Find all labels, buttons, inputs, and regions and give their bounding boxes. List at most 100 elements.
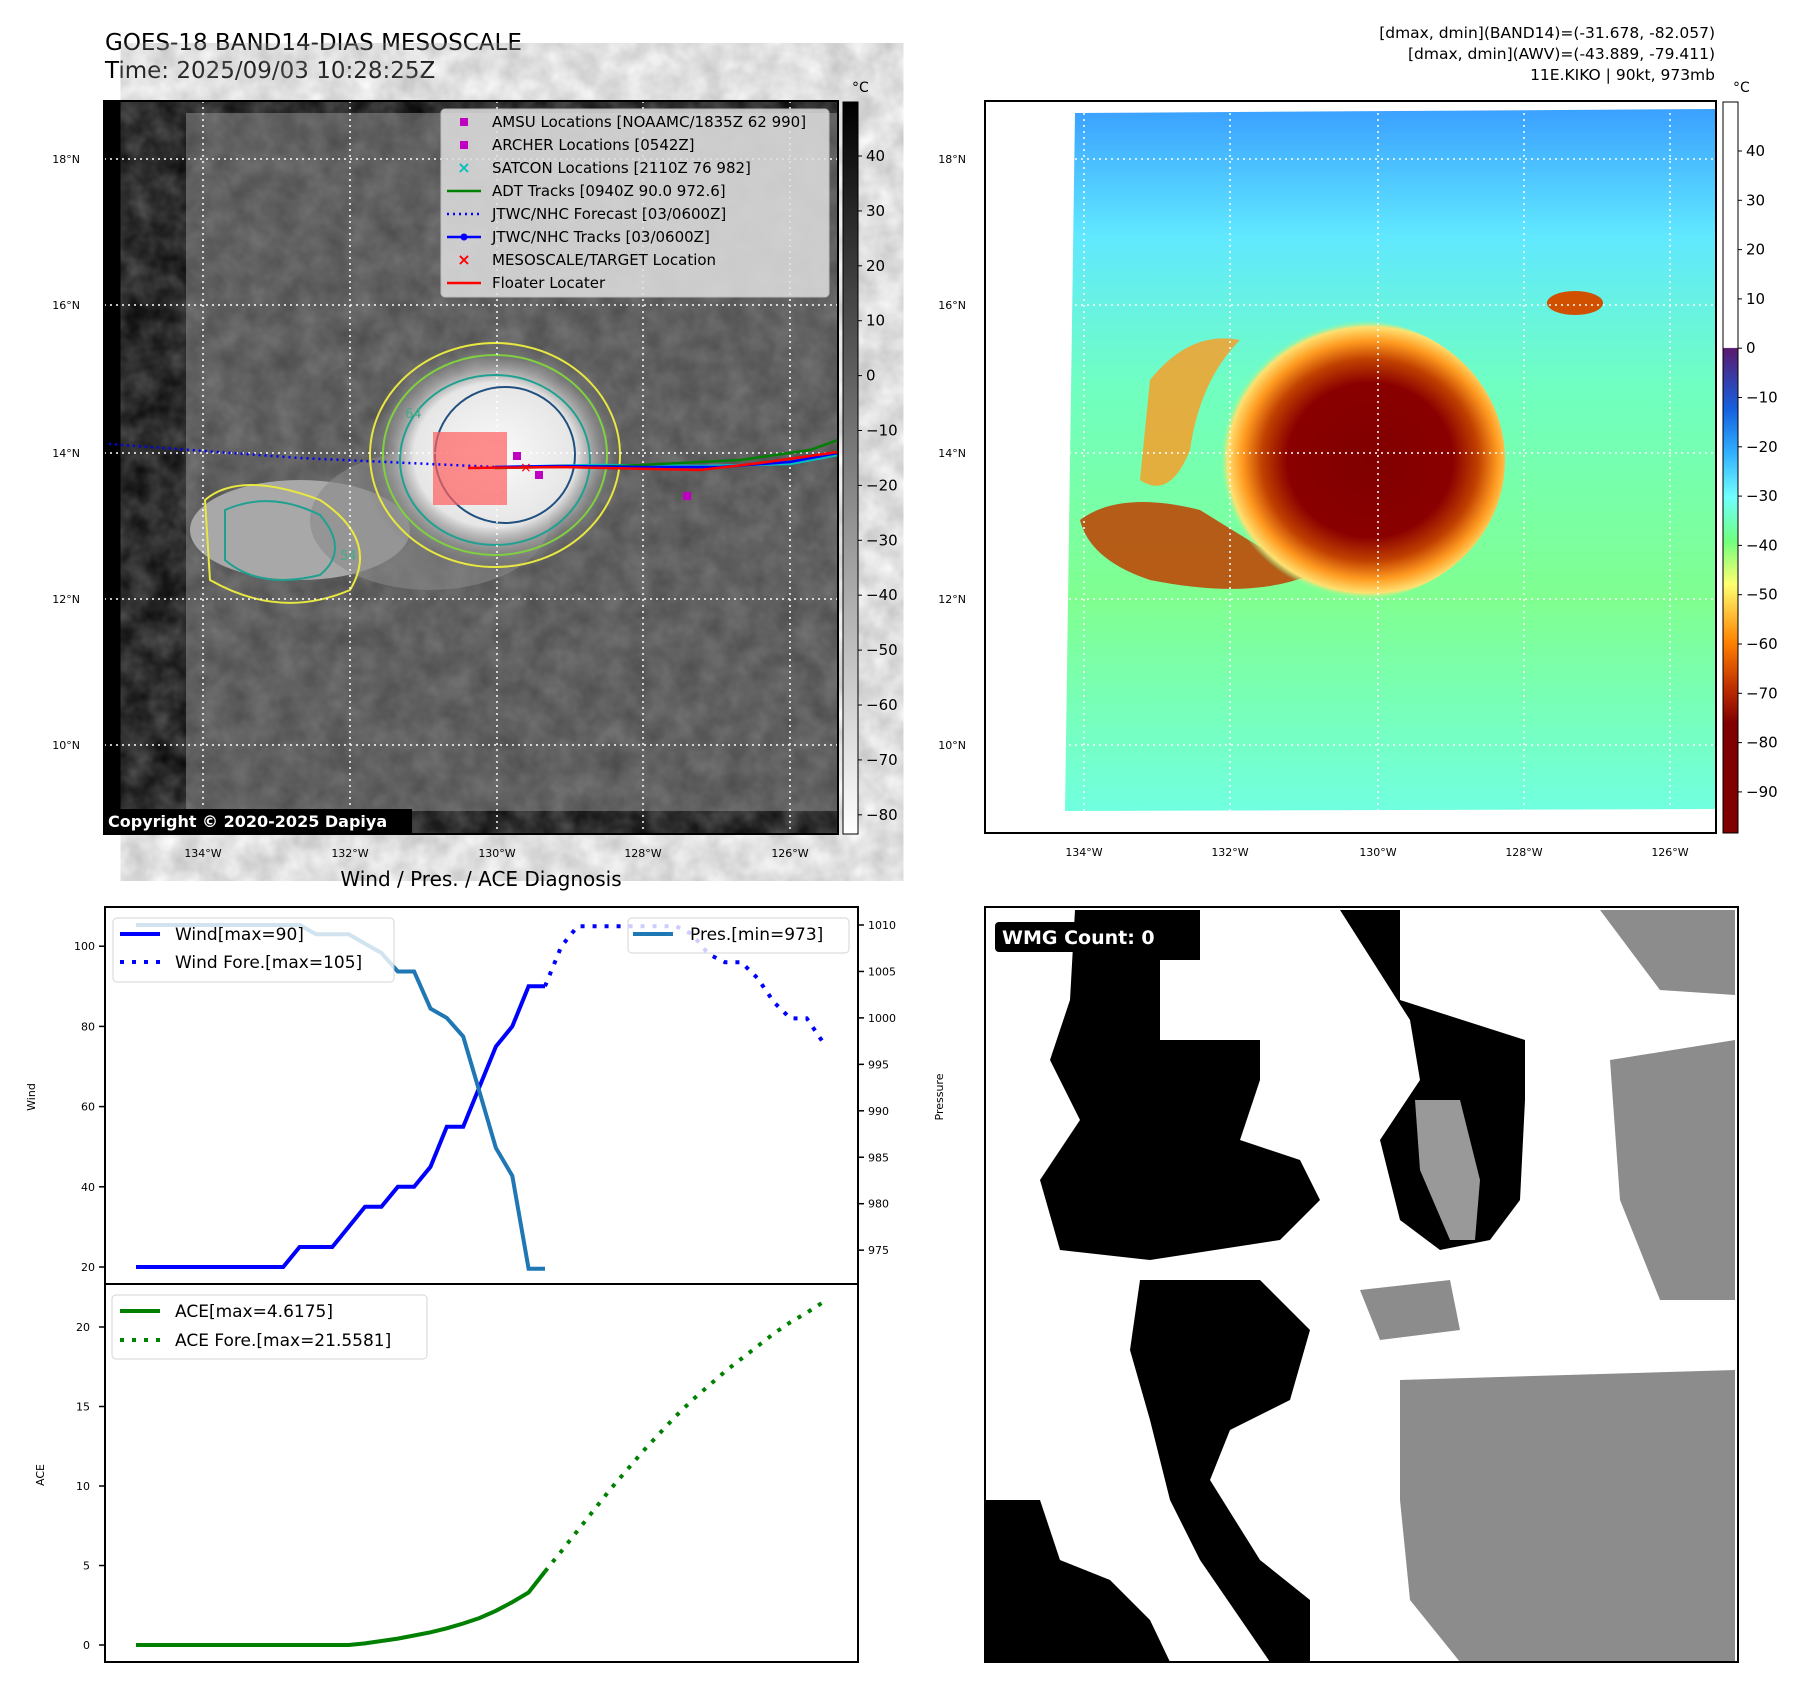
lon-label: 132°W <box>331 847 368 860</box>
legend-x-marker: × <box>457 158 470 177</box>
lon-label: 128°W <box>1505 846 1542 859</box>
copyright-box <box>104 809 412 833</box>
amsu-marker <box>513 452 521 460</box>
contour-yellow <box>369 342 621 568</box>
right-colorbar <box>1722 101 1739 834</box>
y2-tick-label: 990 <box>868 1105 889 1118</box>
legend-ace-fore-label: ACE Fore.[max=21.5581] <box>175 1331 391 1351</box>
lat-label: 18°N <box>52 153 80 166</box>
colorbar-tick-label: −50 <box>1746 586 1778 604</box>
wmg-gray-core <box>1415 1100 1480 1240</box>
colorbar-tick-label: −10 <box>866 422 898 440</box>
lon-label: 126°W <box>1651 846 1688 859</box>
wmg-gray-region <box>1610 1040 1735 1300</box>
rainband <box>1080 502 1310 589</box>
info-awv: [dmax, dmin](AWV)=(-43.889, -79.411) <box>1408 45 1715 63</box>
ace-chart-frame <box>104 1283 859 1663</box>
wmg-black-region-4 <box>985 1500 1170 1662</box>
storm-core <box>1205 320 1505 600</box>
legend-wind-label: Wind[max=90] <box>175 925 304 945</box>
left-map: 64 54 × AMSU Locations [NOAAMC/1835Z 62 … <box>52 80 897 860</box>
copyright-text: Copyright © 2020-2025 Dapiya <box>108 812 387 831</box>
y-tick-label: 40 <box>81 1181 95 1194</box>
colorbar-tick-label: −80 <box>1746 734 1778 752</box>
legend-entry: ADT Tracks [0940Z 90.0 972.6] <box>447 182 726 200</box>
lat-label: 10°N <box>938 739 966 752</box>
wmg-gray-region-2 <box>1400 1370 1735 1662</box>
colorbar-tick-label: 0 <box>1746 339 1756 357</box>
right-map-frame <box>984 100 1717 834</box>
legend-label: JTWC/NHC Tracks [03/0600Z] <box>491 228 710 246</box>
legend-entry: AMSU Locations [NOAAMC/1835Z 62 990] <box>460 113 806 131</box>
map-legend-entries: AMSU Locations [NOAAMC/1835Z 62 990] ARCH… <box>447 113 806 292</box>
series-line-wind-fore- <box>543 924 825 1044</box>
contour-label-54: 54 <box>340 549 357 564</box>
wind-pressure-chart: 20 40 60 80 100 975 980 985 990 995 1000 1005 1010 Wi… <box>74 917 896 1274</box>
y-tick-label: 15 <box>76 1401 90 1414</box>
y2-tick-label: 985 <box>868 1151 889 1164</box>
legend-entry: JTWC/NHC Forecast [03/0600Z] <box>447 205 726 223</box>
legend-dot-marker <box>460 233 468 241</box>
map-legend <box>440 108 830 298</box>
colorbar-tick-label: −70 <box>1746 684 1778 702</box>
right-map-axis-labels: 18°N 16°N 14°N 12°N 10°N 134°W 132°W 130°W 128°W… <box>938 153 1689 859</box>
y-tick-label: 20 <box>76 1321 90 1334</box>
lon-label: 130°W <box>478 847 515 860</box>
lat-label: 12°N <box>52 593 80 606</box>
lat-label: 14°N <box>52 447 80 460</box>
left-colorbar <box>842 101 859 835</box>
lon-label: 134°W <box>184 847 221 860</box>
wmg-count-box <box>995 922 1180 952</box>
y2-tick-label: 1005 <box>868 965 896 978</box>
y-tick-label: 20 <box>81 1261 95 1274</box>
lat-label: 12°N <box>938 593 966 606</box>
y2-tick-label: 980 <box>868 1198 889 1211</box>
colorbar-tick-label: 10 <box>866 312 885 330</box>
left-map-frame <box>103 100 839 835</box>
contour-green <box>382 354 608 556</box>
wind-axis-label: Wind <box>25 1083 38 1111</box>
legend-entry: × MESOSCALE/TARGET Location <box>457 250 716 269</box>
colorbar-tick-label: −30 <box>866 531 898 549</box>
lon-label: 130°W <box>1359 846 1396 859</box>
colorbar-tick-label: 30 <box>866 202 885 220</box>
right-map-gridlines <box>985 101 1716 833</box>
series-line-ace <box>136 1570 547 1647</box>
series-line-wind <box>136 984 545 1269</box>
colorbar-tick-label: 20 <box>1746 241 1765 259</box>
left-colorbar-unit: °C <box>852 80 869 96</box>
wmg-count-label: WMG Count: 0 <box>1002 927 1155 949</box>
colorbar-tick-label: −70 <box>866 751 898 769</box>
y2-tick-label: 995 <box>868 1058 889 1071</box>
cloud-cluster <box>1547 291 1603 315</box>
right-map: 18°N 16°N 14°N 12°N 10°N 134°W 132°W 130°W 128°W… <box>938 80 1777 859</box>
lat-label: 14°N <box>938 447 966 460</box>
legend-ace-label: ACE[max=4.6175] <box>175 1302 333 1322</box>
legend-label: ADT Tracks [0940Z 90.0 972.6] <box>492 182 726 200</box>
colorbar-tick-label: −20 <box>866 476 898 494</box>
colorbar-tick-label: 40 <box>866 147 885 165</box>
target-x-marker: × <box>520 460 532 476</box>
archer-marker <box>535 471 543 479</box>
y-tick-label: 60 <box>81 1101 95 1114</box>
contour-label-64: 64 <box>405 407 422 422</box>
legend-label: AMSU Locations [NOAAMC/1835Z 62 990] <box>492 113 806 131</box>
chart-title: Wind / Pres. / ACE Diagnosis <box>340 867 621 891</box>
contour-band-teal <box>224 500 336 581</box>
colorbar-tick-label: 30 <box>1746 191 1765 209</box>
legend-label: ARCHER Locations [0542Z] <box>492 136 695 154</box>
lat-label: 18°N <box>938 153 966 166</box>
lat-label: 10°N <box>52 739 80 752</box>
ace-chart: 0 5 10 15 20 ACE[max=4.6175] ACE Fore.[max=21.… <box>76 1294 825 1652</box>
figure-time: Time: 2025/09/03 10:28:25Z <box>104 58 435 84</box>
colorbar-tick-label: −50 <box>866 641 898 659</box>
right-colorbar-unit: °C <box>1733 80 1750 96</box>
legend-wind-fore-label: Wind Fore.[max=105] <box>175 953 362 973</box>
wind-legend <box>112 917 395 983</box>
pressure-axis-label: Pressure <box>933 1073 946 1120</box>
legend-pressure-label: Pres.[min=973] <box>690 925 823 945</box>
ace-legend <box>111 1294 428 1360</box>
legend-label: SATCON Locations [2110Z 76 982] <box>492 159 751 177</box>
colorbar-tick-label: −90 <box>1746 783 1778 801</box>
lat-label: 16°N <box>938 299 966 312</box>
